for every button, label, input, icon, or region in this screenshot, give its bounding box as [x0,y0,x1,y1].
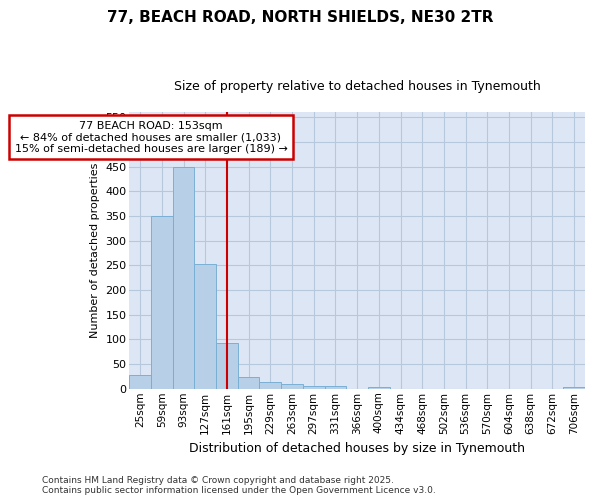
Bar [259,382,281,389]
Title: Size of property relative to detached houses in Tynemouth: Size of property relative to detached ho… [174,80,541,93]
Bar [563,387,585,389]
Bar [194,264,216,389]
Bar [216,343,238,389]
Text: Contains HM Land Registry data © Crown copyright and database right 2025.
Contai: Contains HM Land Registry data © Crown c… [42,476,436,495]
Bar [368,387,389,389]
Bar [281,384,303,389]
Text: 77 BEACH ROAD: 153sqm
← 84% of detached houses are smaller (1,033)
15% of semi-d: 77 BEACH ROAD: 153sqm ← 84% of detached … [14,120,287,154]
Bar [151,216,173,389]
Bar [325,386,346,389]
Y-axis label: Number of detached properties: Number of detached properties [90,163,100,338]
Text: 77, BEACH ROAD, NORTH SHIELDS, NE30 2TR: 77, BEACH ROAD, NORTH SHIELDS, NE30 2TR [107,10,493,25]
Bar [238,377,259,389]
Bar [129,375,151,389]
Bar [303,386,325,389]
Bar [173,166,194,389]
X-axis label: Distribution of detached houses by size in Tynemouth: Distribution of detached houses by size … [189,442,525,455]
